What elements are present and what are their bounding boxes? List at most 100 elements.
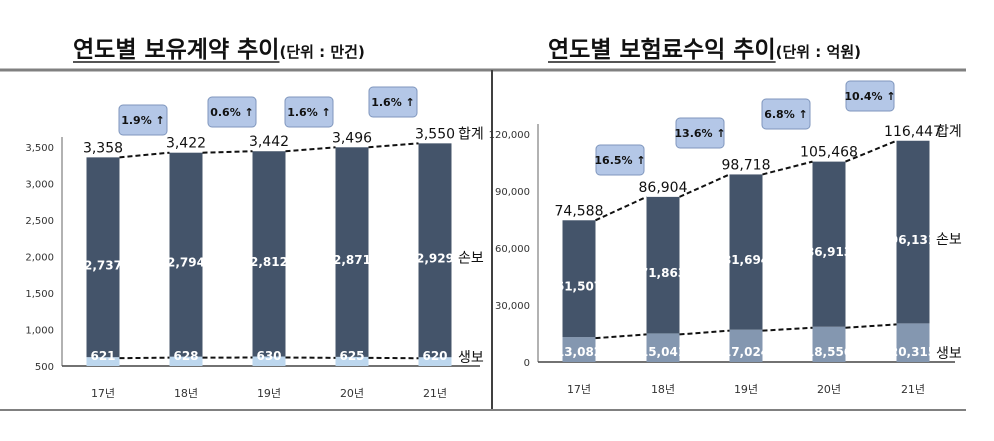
growth-badge bbox=[761, 98, 811, 130]
left-chart-title: 연도별 보유계약 추이(단위 : 만건) bbox=[73, 30, 365, 64]
life-value-label: 20,315 bbox=[890, 345, 936, 359]
x-tick-label: 17년 bbox=[91, 387, 115, 400]
total-value-label: 3,496 bbox=[332, 130, 372, 146]
growth-badge-label: 1.6% ↑ bbox=[371, 96, 415, 109]
bar-life bbox=[562, 337, 596, 362]
growth-badge bbox=[207, 96, 257, 128]
x-tick-label: 21년 bbox=[423, 387, 447, 400]
life-trend-line bbox=[845, 323, 897, 329]
legend-life: 생보 bbox=[936, 346, 962, 362]
x-tick-label: 20년 bbox=[340, 387, 364, 400]
growth-badge-label: 1.6% ↑ bbox=[287, 106, 331, 119]
y-tick-label: 60,000 bbox=[495, 244, 530, 255]
bar-life bbox=[86, 357, 120, 366]
bar-nonlife bbox=[646, 196, 680, 334]
growth-badge bbox=[595, 144, 645, 176]
growth-badge bbox=[845, 80, 895, 112]
life-value-label: 13,082 bbox=[556, 345, 602, 359]
nonlife-value-label: 2,794 bbox=[167, 256, 205, 270]
bar-nonlife bbox=[169, 152, 203, 357]
total-value-label: 116,447 bbox=[884, 124, 942, 140]
y-tick-label: 500 bbox=[35, 362, 54, 373]
bar-life bbox=[418, 357, 452, 366]
nonlife-value-label: 96,131 bbox=[890, 233, 936, 247]
bar-life bbox=[169, 356, 203, 366]
y-tick-label: 90,000 bbox=[495, 187, 530, 198]
unit-text: (단위 : 억원) bbox=[775, 43, 861, 61]
y-tick-label: 120,000 bbox=[489, 130, 530, 141]
total-trend-line bbox=[595, 195, 647, 222]
bar-life bbox=[252, 356, 286, 366]
bar-nonlife bbox=[812, 161, 846, 327]
growth-badge-label: 10.4% ↑ bbox=[844, 90, 895, 103]
x-tick-label: 20년 bbox=[817, 383, 841, 396]
growth-badge-label: 1.9% ↑ bbox=[121, 114, 165, 127]
legend-nonlife: 손보 bbox=[458, 250, 484, 266]
growth-badge bbox=[675, 117, 725, 149]
bar-life bbox=[812, 326, 846, 362]
legend-nonlife: 손보 bbox=[936, 232, 962, 248]
life-value-label: 18,556 bbox=[806, 345, 852, 359]
y-tick-label: 1,500 bbox=[25, 289, 54, 300]
title-text: 연도별 보험료수익 추이 bbox=[548, 37, 776, 63]
bar-nonlife bbox=[86, 157, 120, 358]
y-tick-label: 2,500 bbox=[25, 216, 54, 227]
unit-text: (단위 : 만건) bbox=[279, 43, 365, 61]
life-value-label: 17,024 bbox=[723, 345, 769, 359]
right-chart-title: 연도별 보험료수익 추이(단위 : 억원) bbox=[548, 30, 861, 64]
nonlife-value-label: 2,737 bbox=[84, 258, 122, 272]
nonlife-value-label: 2,871 bbox=[333, 253, 371, 267]
nonlife-value-label: 71,863 bbox=[640, 266, 686, 280]
y-tick-label: 3,500 bbox=[25, 143, 54, 154]
total-value-label: 3,422 bbox=[166, 136, 206, 152]
y-tick-label: 30,000 bbox=[495, 301, 530, 312]
y-tick-label: 0 bbox=[524, 358, 530, 369]
nonlife-value-label: 2,929 bbox=[416, 251, 454, 265]
growth-badge-label: 0.6% ↑ bbox=[210, 106, 254, 119]
total-trend-line bbox=[202, 150, 253, 154]
total-value-label: 86,904 bbox=[639, 180, 688, 196]
x-tick-label: 19년 bbox=[734, 383, 758, 396]
total-value-label: 3,550 bbox=[415, 126, 455, 142]
x-tick-label: 18년 bbox=[174, 387, 198, 400]
total-value-label: 74,588 bbox=[555, 203, 604, 219]
life-trend-line bbox=[762, 326, 813, 332]
x-tick-label: 19년 bbox=[257, 387, 281, 400]
x-tick-label: 18년 bbox=[651, 383, 675, 396]
nonlife-value-label: 2,812 bbox=[250, 255, 288, 269]
title-text: 연도별 보유계약 추이 bbox=[73, 37, 280, 63]
bar-nonlife bbox=[729, 174, 763, 330]
x-tick-label: 21년 bbox=[901, 383, 925, 396]
bar-nonlife bbox=[418, 143, 452, 358]
bar-life bbox=[335, 356, 369, 366]
bar-nonlife bbox=[335, 147, 369, 357]
legend-life: 생보 bbox=[458, 350, 484, 366]
life-value-label: 628 bbox=[173, 349, 198, 363]
life-value-label: 620 bbox=[422, 349, 447, 363]
bar-nonlife bbox=[896, 140, 930, 324]
life-value-label: 621 bbox=[90, 349, 115, 363]
life-value-label: 630 bbox=[256, 349, 281, 363]
y-tick-label: 2,000 bbox=[25, 253, 54, 264]
x-tick-label: 17년 bbox=[567, 383, 591, 396]
total-trend-line bbox=[845, 139, 897, 163]
growth-badge bbox=[118, 104, 168, 136]
growth-badge bbox=[368, 86, 418, 118]
life-trend-line bbox=[679, 329, 730, 336]
y-tick-label: 1,000 bbox=[25, 326, 54, 337]
life-trend-line bbox=[595, 333, 647, 340]
nonlife-value-label: 86,913 bbox=[806, 245, 852, 259]
total-trend-line bbox=[285, 146, 336, 153]
total-trend-line bbox=[368, 142, 419, 149]
bar-life bbox=[896, 323, 930, 362]
growth-badge bbox=[284, 96, 334, 128]
nonlife-value-label: 81,694 bbox=[723, 253, 769, 267]
bar-nonlife bbox=[562, 220, 596, 338]
total-trend-line bbox=[679, 173, 730, 198]
total-value-label: 105,468 bbox=[800, 145, 858, 161]
bar-life bbox=[646, 333, 680, 362]
total-trend-line bbox=[119, 151, 170, 159]
total-value-label: 3,442 bbox=[249, 134, 289, 150]
